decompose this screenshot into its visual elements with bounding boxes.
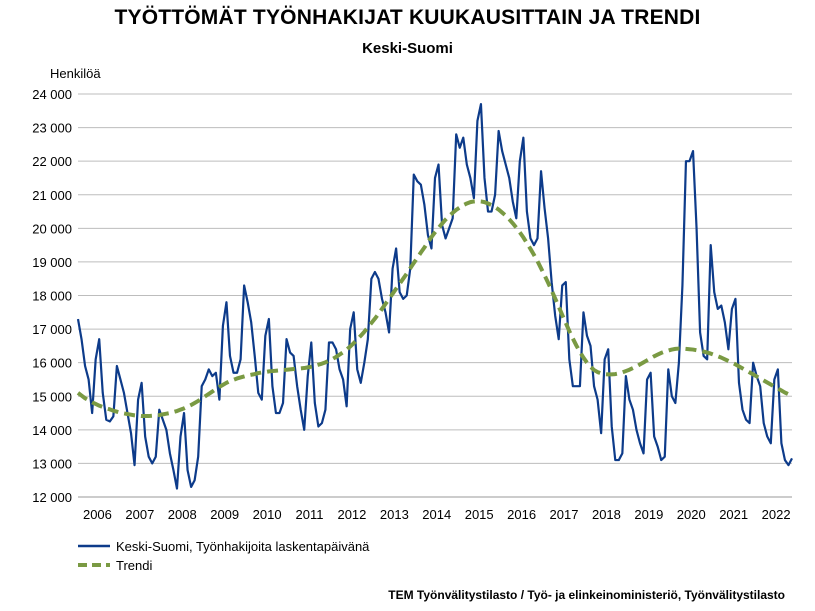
legend: Keski-Suomi, Työnhakijoita laskentapäivä… xyxy=(78,539,370,573)
y-tick-label: 12 000 xyxy=(32,490,72,505)
series-line-trend xyxy=(76,199,793,419)
series-lines xyxy=(76,102,793,490)
x-tick-label: 2009 xyxy=(210,507,239,522)
x-tick-label: 2017 xyxy=(550,507,579,522)
y-tick-label: 24 000 xyxy=(32,87,72,102)
legend-label-trend: Trendi xyxy=(116,558,152,573)
x-tick-label: 2013 xyxy=(380,507,409,522)
legend-label-series: Keski-Suomi, Työnhakijoita laskentapäivä… xyxy=(116,539,370,554)
x-tick-label: 2019 xyxy=(634,507,663,522)
x-tick-label: 2018 xyxy=(592,507,621,522)
y-tick-labels: 12 000 13 000 14 000 15 000 16 000 17 000 18 0… xyxy=(32,87,72,505)
x-tick-label: 2007 xyxy=(125,507,154,522)
y-axis-label: Henkilöä xyxy=(50,66,101,81)
y-tick-label: 22 000 xyxy=(32,154,72,169)
y-tick-label: 16 000 xyxy=(32,356,72,371)
y-tick-label: 19 000 xyxy=(32,255,72,270)
x-tick-label: 2022 xyxy=(762,507,791,522)
source-note: TEM Työnvälitystilasto / Työ- ja elinkei… xyxy=(388,588,785,602)
chart-subtitle: Keski-Suomi xyxy=(362,40,453,57)
x-tick-label: 2012 xyxy=(337,507,366,522)
series-line-keski-suomi xyxy=(76,102,793,490)
chart-title: TYÖTTÖMÄT TYÖNHAKIJAT KUUKAUSITTAIN JA T… xyxy=(114,6,701,29)
x-tick-label: 2016 xyxy=(507,507,536,522)
x-tick-label: 2011 xyxy=(296,507,324,522)
y-tick-label: 17 000 xyxy=(32,322,72,337)
y-tick-label: 15 000 xyxy=(32,389,72,404)
x-tick-label: 2014 xyxy=(422,507,451,522)
x-tick-label: 2008 xyxy=(168,507,197,522)
x-tick-label: 2006 xyxy=(83,507,112,522)
y-tick-label: 14 000 xyxy=(32,423,72,438)
x-tick-label: 2015 xyxy=(465,507,494,522)
y-tick-label: 21 000 xyxy=(32,188,72,203)
y-tick-label: 20 000 xyxy=(32,221,72,236)
x-tick-label: 2020 xyxy=(677,507,706,522)
y-tick-label: 13 000 xyxy=(32,456,72,471)
y-tick-label: 23 000 xyxy=(32,121,72,136)
x-tick-labels: 2006 2007 2008 2009 2010 2011 2012 2013 2014 2015… xyxy=(83,507,791,522)
y-tick-label: 18 000 xyxy=(32,289,72,304)
x-tick-label: 2010 xyxy=(253,507,282,522)
x-tick-label: 2021 xyxy=(719,507,748,522)
